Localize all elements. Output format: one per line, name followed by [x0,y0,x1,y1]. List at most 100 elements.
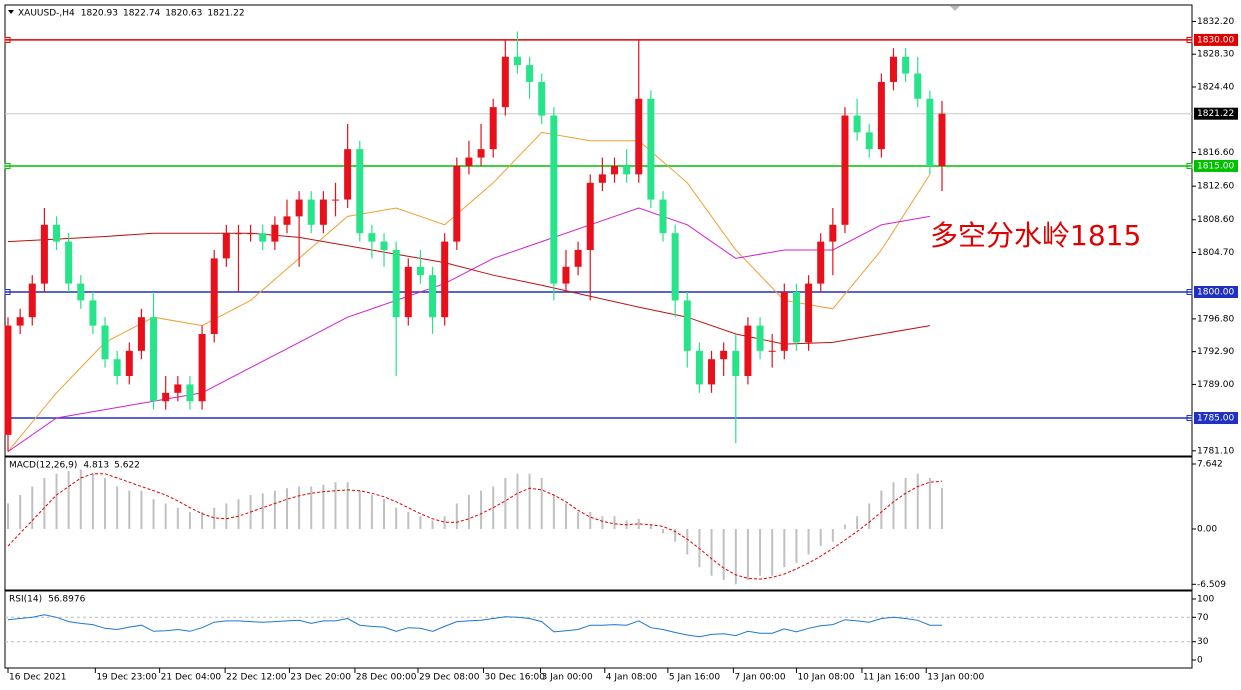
title-value: 1822.74 [123,9,160,19]
shift-marker [950,6,960,11]
candle-body [489,107,497,150]
histogram-bar [213,507,216,529]
x-tick-label: 13 Jan 00:00 [927,673,984,683]
candle-body [889,56,897,82]
candle-body [598,174,606,183]
level-handle [4,288,11,295]
candle-body [611,165,618,175]
histogram-bar [140,490,143,529]
candle-body [732,350,740,377]
candle-body [40,224,48,284]
histogram-bar [904,477,907,529]
histogram-bar [856,516,859,529]
histogram-bar [346,482,349,529]
histogram-bar [783,528,786,568]
candle-body [4,325,12,435]
candle-body [926,98,934,166]
candle-body [902,56,910,74]
histogram-bar [843,524,846,529]
y-tick-label: 30 [1197,637,1209,647]
candle-body [817,241,825,284]
histogram-bar [868,503,871,529]
candle-body [28,283,36,318]
y-tick-label: 1812.60 [1197,182,1234,192]
histogram-bar [504,477,507,529]
histogram-bar [467,494,470,529]
price-label: 1821.22 [1197,109,1234,119]
candle-body [647,98,655,200]
histogram-bar [662,528,665,534]
indicator-line [7,614,943,638]
candle-body [635,98,643,175]
indicator-line [7,131,931,452]
histogram-bar [613,516,616,529]
candle-body [829,224,837,242]
histogram-bar [128,490,131,529]
candle-body [295,199,303,217]
histogram-bar [880,490,883,529]
candle-body [805,283,813,343]
candle-body [65,241,73,284]
candle-body [453,165,461,242]
panel-title: MACD(12,26,9) [9,461,77,471]
title-value: 5.622 [114,461,140,471]
y-tick-label: 1808.60 [1197,215,1234,225]
histogram-bar [807,528,810,555]
histogram-bar [358,490,361,529]
histogram-bar [55,473,58,529]
candle-body [671,233,679,301]
x-tick-label: 29 Dec 08:00 [419,673,480,683]
histogram-bar [759,528,762,576]
histogram-bar [589,511,592,529]
histogram-bar [540,477,543,529]
x-tick-label: 3 Jan 00:00 [542,673,594,683]
y-tick-label: -6.509 [1197,580,1226,590]
level-label: 1830.00 [1197,35,1234,45]
histogram-bar [334,482,337,529]
candle-body [259,233,267,242]
candle-body [247,233,255,235]
candle-body [938,113,946,166]
histogram-bar [674,528,677,542]
histogram-bar [528,473,531,529]
candle-body [550,115,558,284]
candle-body [574,249,582,267]
y-tick-label: 100 [1197,594,1214,604]
level-handle [4,162,11,169]
histogram-bar [79,469,82,529]
candle-body [841,115,849,225]
candle-body [404,266,412,318]
candle-body [586,182,594,250]
level-label-box [1194,412,1238,425]
histogram-bar [710,528,713,576]
candle-body [768,350,776,352]
histogram-bar [771,528,774,576]
histogram-bar [176,507,179,529]
level-label: 1800.00 [1197,287,1234,297]
histogram-bar [722,528,725,580]
histogram-bar [67,471,70,529]
x-tick-label: 30 Dec 16:00 [484,673,545,683]
level-handle [1186,36,1193,43]
histogram-bar [237,499,240,529]
y-tick-label: 1828.30 [1197,50,1234,60]
y-tick-label: 1796.80 [1197,314,1234,324]
histogram-bar [322,484,325,529]
x-tick-label: 4 Jan 08:00 [606,673,658,683]
main-panel [4,4,1193,457]
histogram-bar [298,486,301,529]
candle-body [344,149,352,200]
candle-body [77,283,85,301]
candle-body [368,233,376,242]
candle-body [125,350,133,377]
histogram-bar [31,486,34,529]
histogram-bar [383,499,386,529]
candle-body [53,224,61,242]
y-tick-label: 70 [1197,613,1209,623]
level-handle [1186,162,1193,169]
histogram-bar [480,490,483,529]
histogram-bar [637,518,640,529]
candle-body [416,266,424,276]
candle-body [307,199,315,225]
candle-body [137,317,145,351]
